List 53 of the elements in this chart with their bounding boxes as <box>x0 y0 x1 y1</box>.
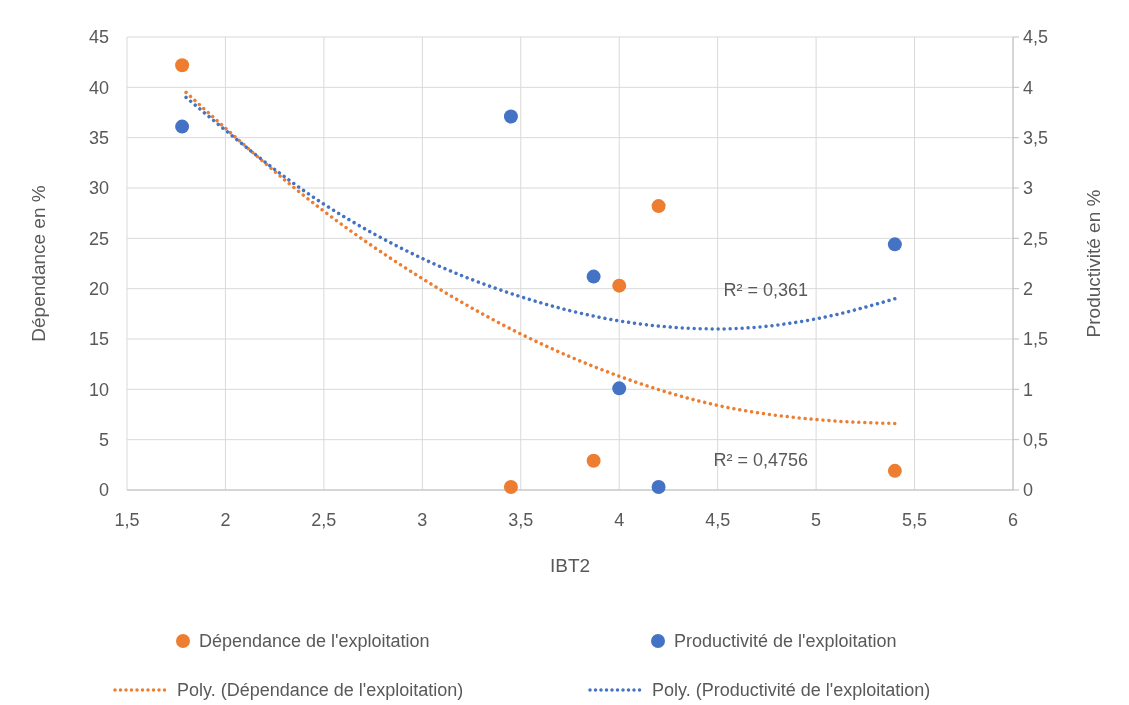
y2-tick-label: 0 <box>1023 480 1034 501</box>
y2-tick-label: 4 <box>1023 77 1034 98</box>
y-tick-label: 35 <box>88 127 109 148</box>
y-tick-label: 0 <box>98 480 109 501</box>
annotation: R² = 0,361 <box>723 280 808 300</box>
y2-tick-label: 0,5 <box>1023 429 1049 450</box>
x-tick-label: 6 <box>1007 510 1019 530</box>
legend-label: Productivité de l'exploitation <box>674 631 897 652</box>
point <box>586 453 601 468</box>
x-tick-label: 2 <box>220 510 231 530</box>
point <box>175 119 190 134</box>
point <box>503 479 518 494</box>
legend-label: Poly. (Productivité de l'exploitation) <box>652 680 931 701</box>
y-tick-label: 10 <box>88 379 109 400</box>
x-tick-label: 4 <box>614 510 625 530</box>
legend-label: Dépendance de l'exploitation <box>199 631 430 652</box>
y-tick-label: 15 <box>88 329 109 350</box>
y2-axis-title: Productivité en % <box>1083 189 1104 338</box>
y-tick-label: 20 <box>88 278 109 299</box>
point <box>503 109 518 124</box>
y2-tick-label: 3 <box>1023 178 1034 199</box>
y-tick-label: 45 <box>88 27 109 48</box>
x-tick-label: 2,5 <box>311 510 337 530</box>
point <box>651 199 666 214</box>
annotation: R² = 0,4756 <box>713 450 808 470</box>
y2-tick-label: 2,5 <box>1023 228 1049 249</box>
y2-tick-label: 3,5 <box>1023 127 1049 148</box>
x-tick-label: 3 <box>417 510 428 530</box>
x-tick-label: 5 <box>811 510 822 530</box>
point <box>887 463 902 478</box>
point <box>175 58 190 73</box>
x-tick-label: 1,5 <box>114 510 140 530</box>
y-tick-label: 30 <box>88 178 109 199</box>
y-tick-label: 25 <box>88 228 109 249</box>
y2-tick-label: 1 <box>1023 379 1034 400</box>
y-tick-label: 5 <box>98 429 109 450</box>
y2-tick-label: 1,5 <box>1023 329 1049 350</box>
line-series <box>184 95 897 331</box>
line-series <box>184 90 897 426</box>
y2-tick-label: 4,5 <box>1023 27 1049 48</box>
point <box>612 278 627 293</box>
y-axis-title: Dépendance en % <box>28 185 49 342</box>
x-tick-label: 4,5 <box>705 510 731 530</box>
y-tick-label: 40 <box>88 77 109 98</box>
y2-tick-label: 2 <box>1023 278 1034 299</box>
point <box>586 269 601 284</box>
point <box>651 479 666 494</box>
x-tick-label: 5,5 <box>902 510 928 530</box>
legend-label: Poly. (Dépendance de l'exploitation) <box>177 680 464 701</box>
x-tick-label: 3,5 <box>508 510 534 530</box>
point <box>887 237 902 252</box>
point <box>612 381 627 396</box>
x-axis-title: IBT2 <box>549 555 591 576</box>
